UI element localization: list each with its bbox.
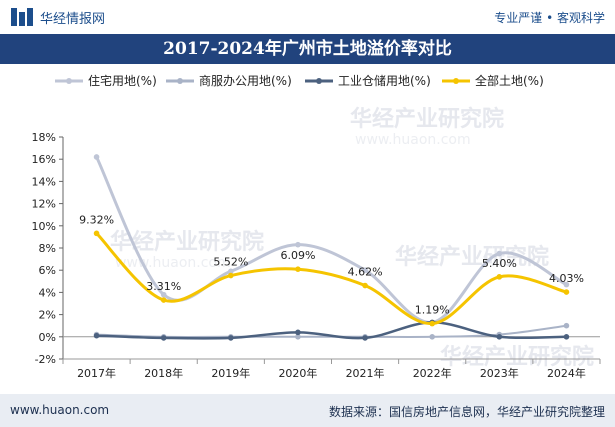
x-tick-label: 2021年 bbox=[346, 366, 385, 380]
legend-label: 工业仓储用地(%) bbox=[338, 73, 431, 88]
legend-swatch-marker bbox=[177, 78, 183, 84]
footer-source: 数据来源：国信房地产信息网，华经产业研究院整理 bbox=[328, 405, 605, 419]
line-chart: 华经产业研究院 www.huaon.com 华经产业研究院 www.huaon.… bbox=[32, 73, 601, 380]
data-label: 9.32% bbox=[79, 213, 114, 226]
data-point bbox=[93, 230, 100, 237]
data-label: 1.19% bbox=[415, 304, 450, 317]
data-point bbox=[295, 241, 301, 248]
data-point bbox=[295, 334, 301, 340]
y-tick-label: 18% bbox=[32, 131, 56, 144]
legend-swatch-marker bbox=[66, 78, 72, 84]
series-lines bbox=[93, 154, 570, 341]
data-point bbox=[563, 334, 570, 340]
data-point bbox=[93, 154, 100, 160]
x-tick-label: 2020年 bbox=[278, 366, 317, 380]
data-point bbox=[160, 291, 167, 298]
y-tick-label: 8% bbox=[39, 242, 56, 255]
x-tick-label: 2024年 bbox=[547, 366, 586, 380]
data-point bbox=[160, 297, 167, 303]
legend-label: 商服办公用地(%) bbox=[199, 73, 292, 88]
x-tick-label: 2023年 bbox=[480, 366, 519, 380]
data-point bbox=[362, 282, 368, 289]
y-tick-label: 14% bbox=[32, 175, 56, 188]
watermark-1: 华经产业研究院 bbox=[350, 106, 504, 132]
chart-title: 2017-2024年广州市土地溢价率对比 bbox=[0, 34, 615, 64]
y-tick-label: 12% bbox=[32, 198, 56, 211]
data-point bbox=[295, 266, 301, 273]
y-tick-label: -2% bbox=[35, 353, 56, 366]
data-point bbox=[496, 334, 503, 340]
data-point bbox=[563, 281, 570, 288]
data-label: 3.31% bbox=[146, 280, 181, 293]
legend-label: 住宅用地(%) bbox=[88, 73, 157, 88]
y-tick-label: 0% bbox=[39, 331, 56, 344]
y-tick-label: 16% bbox=[32, 153, 56, 166]
series-line-3 bbox=[95, 231, 568, 326]
data-point bbox=[563, 322, 570, 329]
x-tick-label: 2018年 bbox=[144, 366, 183, 380]
data-label: 4.62% bbox=[348, 266, 383, 279]
data-point bbox=[362, 267, 368, 273]
y-tick-label: 6% bbox=[39, 264, 56, 277]
data-point bbox=[228, 272, 234, 279]
watermark-url-1: www.huaon.com bbox=[355, 132, 471, 148]
huajing-logo-icon bbox=[11, 8, 33, 26]
data-point bbox=[496, 250, 503, 257]
data-label: 4.03% bbox=[549, 272, 584, 285]
data-point bbox=[93, 332, 100, 339]
data-labels: 9.32% 3.31% 5.52% 6.09% 4.62% 1.19% 5.40% 4.03% bbox=[79, 213, 584, 316]
x-tick-label: 2017年 bbox=[77, 366, 116, 380]
data-label: 5.40% bbox=[482, 257, 517, 270]
data-point bbox=[295, 329, 301, 336]
data-point bbox=[160, 335, 167, 341]
top-bar: 华经情报网 专业严谨 • 客观科学 bbox=[0, 0, 615, 34]
footer-url: www.huaon.com bbox=[10, 403, 110, 417]
watermarks: 华经产业研究院 www.huaon.com 华经产业研究院 www.huaon.… bbox=[110, 106, 594, 370]
data-point bbox=[563, 289, 570, 295]
legend-label: 全部土地(%) bbox=[475, 73, 544, 88]
slogan: 专业严谨 • 客观科学 bbox=[494, 11, 605, 25]
y-tick-label: 10% bbox=[32, 220, 56, 233]
legend-swatch-marker bbox=[453, 78, 459, 84]
series-line-2 bbox=[95, 321, 568, 340]
data-point bbox=[228, 335, 234, 341]
data-label: 6.09% bbox=[280, 249, 315, 262]
data-point bbox=[429, 320, 435, 327]
legend-swatch-marker bbox=[316, 78, 322, 84]
x-tick-label: 2019年 bbox=[211, 366, 250, 380]
watermark-4: 华经产业研究院 bbox=[440, 344, 594, 370]
x-tick-label: 2022年 bbox=[413, 366, 452, 380]
data-point bbox=[228, 268, 234, 275]
data-point bbox=[429, 334, 435, 340]
y-tick-label: 4% bbox=[39, 286, 56, 299]
site-name: 华经情报网 bbox=[40, 12, 106, 27]
data-point bbox=[496, 274, 503, 280]
data-label: 5.52% bbox=[213, 256, 248, 269]
legend: 住宅用地(%) 商服办公用地(%) 工业仓储用地(%) 全部土地(%) bbox=[55, 73, 544, 88]
y-tick-label: 2% bbox=[39, 309, 56, 322]
data-point bbox=[362, 335, 368, 341]
footer: www.huaon.com 数据来源：国信房地产信息网，华经产业研究院整理 bbox=[0, 394, 615, 427]
